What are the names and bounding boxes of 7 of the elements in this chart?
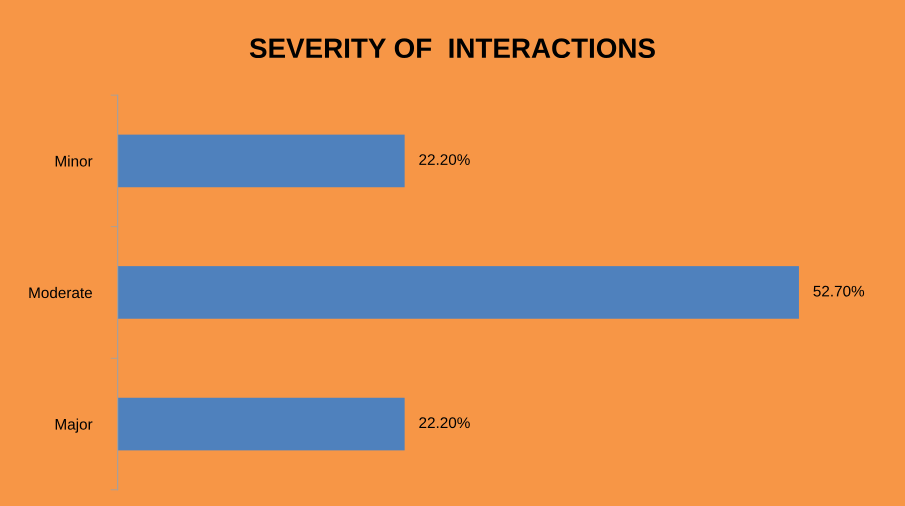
y-tick-label: Moderate	[29, 286, 92, 298]
chart-title: SEVERITY OF INTERACTIONS	[250, 38, 655, 58]
data-label: 22.20%	[419, 154, 470, 166]
data-label: 52.70%	[813, 286, 864, 297]
y-tick-label: Minor	[56, 155, 92, 167]
data-label: 22.20%	[419, 417, 470, 428]
y-tick-label: Major	[56, 418, 92, 433]
